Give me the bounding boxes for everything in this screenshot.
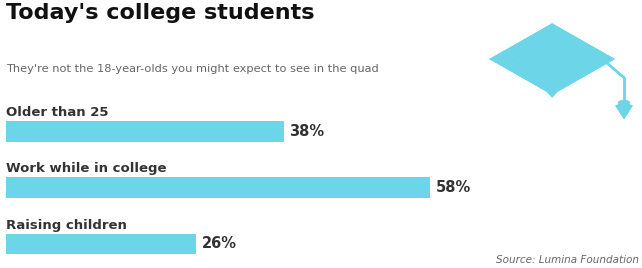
Polygon shape: [518, 23, 586, 98]
Text: Today's college students: Today's college students: [6, 3, 315, 23]
FancyBboxPatch shape: [6, 177, 430, 198]
Text: Older than 25: Older than 25: [6, 106, 109, 119]
Polygon shape: [615, 101, 633, 120]
Polygon shape: [489, 23, 615, 95]
Polygon shape: [489, 23, 615, 95]
Text: 26%: 26%: [202, 236, 236, 251]
FancyBboxPatch shape: [6, 121, 284, 142]
Ellipse shape: [618, 100, 630, 105]
Text: They're not the 18-year-olds you might expect to see in the quad: They're not the 18-year-olds you might e…: [6, 64, 379, 74]
FancyBboxPatch shape: [6, 234, 196, 254]
Polygon shape: [518, 40, 586, 81]
Polygon shape: [512, 39, 592, 78]
Text: Raising children: Raising children: [6, 218, 127, 232]
Polygon shape: [516, 48, 588, 70]
Text: 58%: 58%: [435, 180, 471, 195]
Text: 38%: 38%: [290, 124, 324, 139]
Text: Work while in college: Work while in college: [6, 162, 167, 175]
Text: Source: Lumina Foundation: Source: Lumina Foundation: [496, 255, 639, 265]
